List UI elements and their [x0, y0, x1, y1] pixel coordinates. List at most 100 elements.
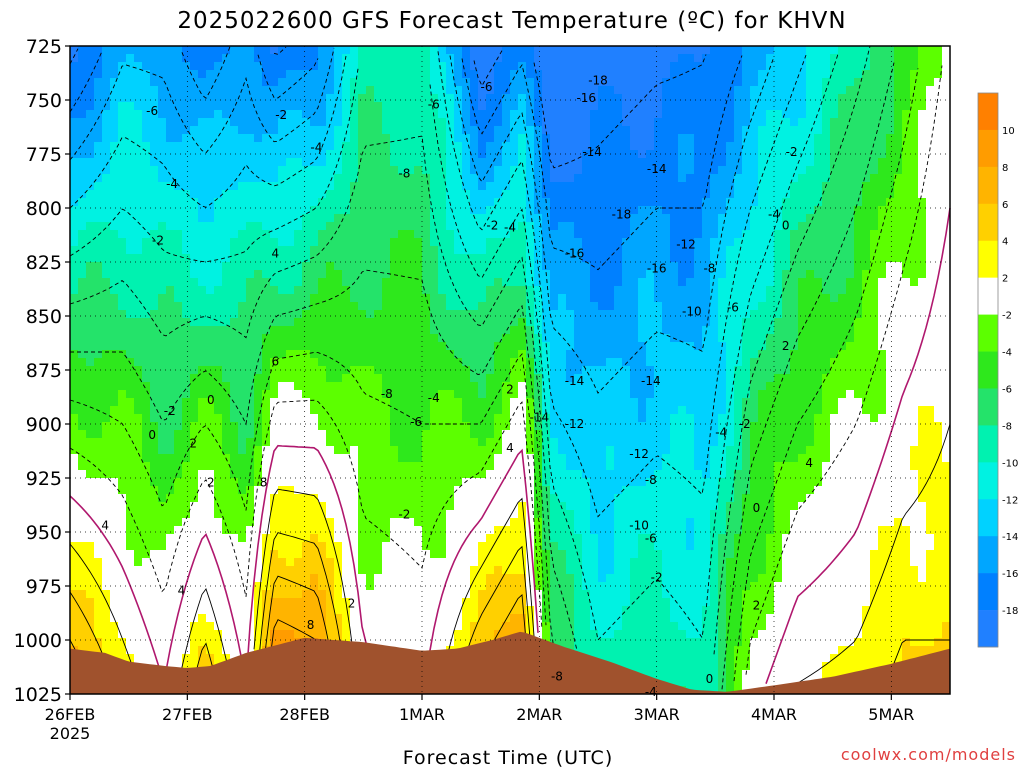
field-cell — [342, 174, 351, 183]
field-cell — [502, 278, 511, 287]
field-cell — [150, 566, 159, 575]
field-cell — [206, 70, 215, 79]
field-cell — [350, 550, 359, 559]
field-cell — [318, 110, 327, 119]
field-cell — [230, 206, 239, 215]
field-cell — [518, 358, 527, 367]
field-cell — [118, 430, 127, 439]
field-cell — [142, 118, 151, 127]
field-cell — [334, 470, 343, 479]
field-cell — [182, 454, 191, 463]
field-cell — [254, 286, 263, 295]
field-cell — [118, 190, 127, 199]
field-cell — [326, 550, 335, 559]
field-cell — [254, 446, 263, 455]
field-cell — [294, 566, 303, 575]
field-cell — [190, 238, 199, 247]
field-cell — [86, 462, 95, 471]
field-cell — [334, 518, 343, 527]
field-cell — [214, 198, 223, 207]
field-cell — [214, 598, 223, 607]
field-cell — [438, 150, 447, 159]
field-cell — [526, 182, 535, 191]
field-cell — [366, 486, 375, 495]
field-cell — [294, 406, 303, 415]
field-cell — [150, 422, 159, 431]
field-cell — [494, 46, 503, 55]
field-cell — [134, 214, 143, 223]
field-cell — [222, 278, 231, 287]
field-cell — [398, 318, 407, 327]
field-cell — [342, 270, 351, 279]
field-cell — [390, 606, 399, 615]
field-cell — [238, 430, 247, 439]
field-cell — [278, 470, 287, 479]
field-cell — [502, 182, 511, 191]
field-cell — [246, 110, 255, 119]
field-cell — [94, 334, 103, 343]
field-cell — [190, 446, 199, 455]
field-cell — [206, 414, 215, 423]
field-cell — [366, 270, 375, 279]
field-cell — [126, 262, 135, 271]
field-cell — [406, 182, 415, 191]
field-cell — [326, 590, 335, 599]
field-cell — [342, 398, 351, 407]
field-cell — [302, 278, 311, 287]
field-cell — [398, 526, 407, 535]
field-cell — [526, 62, 535, 71]
field-cell — [206, 486, 215, 495]
field-cell — [166, 134, 175, 143]
field-cell — [422, 190, 431, 199]
field-cell — [526, 198, 535, 207]
field-cell — [478, 46, 487, 55]
field-cell — [174, 518, 183, 527]
field-cell — [158, 622, 167, 631]
field-cell — [326, 102, 335, 111]
field-cell — [366, 182, 375, 191]
field-cell — [294, 302, 303, 311]
field-cell — [190, 438, 199, 447]
field-cell — [406, 230, 415, 239]
field-cell — [510, 46, 519, 55]
field-cell — [198, 334, 207, 343]
field-cell — [254, 406, 263, 415]
field-cell — [478, 198, 487, 207]
field-cell — [206, 198, 215, 207]
field-cell — [294, 198, 303, 207]
field-cell — [190, 654, 199, 663]
field-cell — [478, 414, 487, 423]
field-cell — [190, 222, 199, 231]
field-cell — [278, 622, 287, 631]
field-cell — [414, 166, 423, 175]
field-cell — [366, 438, 375, 447]
field-cell — [126, 470, 135, 479]
field-cell — [230, 110, 239, 119]
field-cell — [142, 126, 151, 135]
field-cell — [366, 246, 375, 255]
field-cell — [134, 358, 143, 367]
field-cell — [502, 62, 511, 71]
field-cell — [502, 238, 511, 247]
field-cell — [398, 214, 407, 223]
field-cell — [78, 302, 87, 311]
field-cell — [398, 614, 407, 623]
field-cell — [558, 190, 567, 199]
field-cell — [174, 454, 183, 463]
field-cell — [262, 414, 271, 423]
field-cell — [190, 550, 199, 559]
field-cell — [478, 302, 487, 311]
field-cell — [350, 526, 359, 535]
field-cell — [70, 414, 79, 423]
field-cell — [102, 262, 111, 271]
field-cell — [326, 414, 335, 423]
field-cell — [310, 398, 319, 407]
field-cell — [254, 630, 263, 639]
field-cell — [326, 454, 335, 463]
field-cell — [118, 534, 127, 543]
field-cell — [86, 414, 95, 423]
field-cell — [318, 230, 327, 239]
field-cell — [430, 294, 439, 303]
field-cell — [294, 214, 303, 223]
field-cell — [366, 390, 375, 399]
